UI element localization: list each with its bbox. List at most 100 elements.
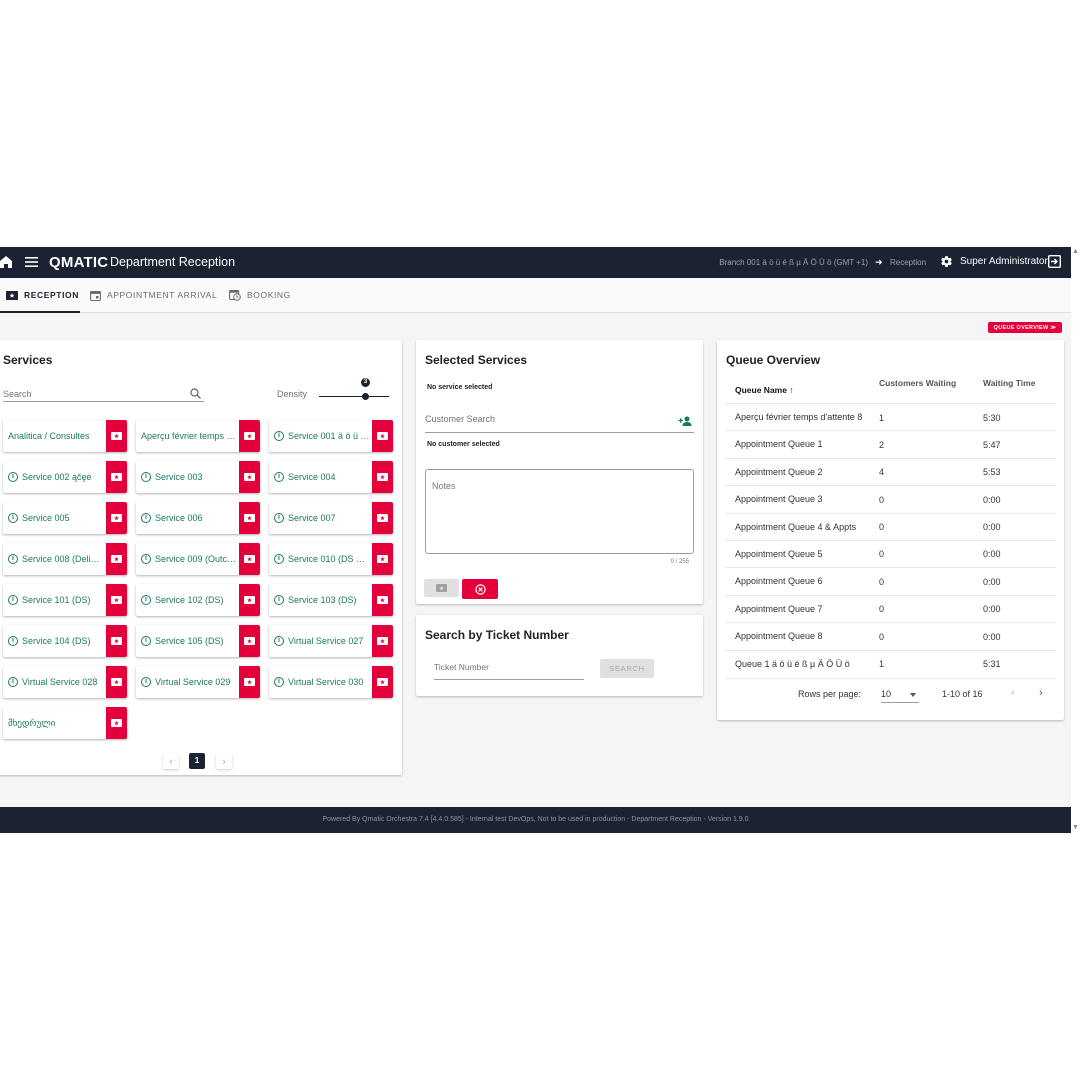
table-row[interactable]: Appointment Queue 7 0 0:00	[725, 594, 1056, 622]
tab-reception[interactable]: RECEPTION	[0, 278, 80, 313]
create-ticket-button[interactable]	[106, 461, 127, 493]
column-header-queue-name[interactable]: Queue Name ↑	[735, 385, 794, 395]
info-icon[interactable]: i	[141, 472, 151, 482]
service-tile[interactable]: i Service 008 (Delivery)	[3, 543, 127, 575]
create-ticket-button[interactable]	[372, 584, 393, 616]
service-tile[interactable]: i Service 103 (DS)	[269, 584, 393, 616]
info-icon[interactable]: i	[141, 677, 151, 687]
create-ticket-button[interactable]	[239, 666, 260, 698]
create-ticket-button[interactable]	[372, 666, 393, 698]
scroll-down-icon[interactable]: ▼	[1072, 824, 1079, 831]
logout-icon[interactable]	[1048, 255, 1061, 268]
search-icon[interactable]	[190, 388, 201, 399]
service-tile-label[interactable]: i Service 101 (DS)	[8, 584, 104, 616]
info-icon[interactable]: i	[141, 554, 151, 564]
service-tile-label[interactable]: i Service 002 ąčęė	[8, 461, 104, 493]
column-header-waiting-time[interactable]: Waiting Time	[983, 378, 1036, 388]
create-ticket-button[interactable]	[106, 666, 127, 698]
info-icon[interactable]: i	[274, 513, 284, 523]
service-tile-label[interactable]: i Service 006	[141, 502, 237, 534]
service-tile[interactable]: i Service 005	[3, 502, 127, 534]
info-icon[interactable]: i	[8, 595, 18, 605]
service-tile-label[interactable]: i Service 001 ä ö ü é ß	[274, 420, 370, 452]
service-tile-label[interactable]: i Service 103 (DS)	[274, 584, 370, 616]
services-search-input[interactable]: Search	[3, 385, 204, 402]
service-tile-label[interactable]: i Service 008 (Delivery)	[8, 543, 104, 575]
notes-textarea[interactable]: Notes	[425, 469, 694, 554]
info-icon[interactable]: i	[8, 513, 18, 523]
create-ticket-button[interactable]	[372, 461, 393, 493]
service-tile[interactable]: i Service 006	[136, 502, 260, 534]
service-tile[interactable]: i Service 101 (DS)	[3, 584, 127, 616]
create-ticket-button[interactable]	[106, 502, 127, 534]
queue-prev-page-button[interactable]: ‹	[1011, 687, 1015, 699]
table-row[interactable]: Appointment Queue 1 2 5:47	[725, 430, 1056, 457]
workstation-label[interactable]: Reception	[890, 258, 927, 267]
create-ticket-button[interactable]	[106, 543, 127, 575]
info-icon[interactable]: i	[141, 595, 151, 605]
add-customer-icon[interactable]	[678, 416, 692, 426]
service-tile[interactable]: i Virtual Service 028	[3, 666, 127, 698]
info-icon[interactable]: i	[141, 513, 151, 523]
info-icon[interactable]: i	[8, 677, 18, 687]
service-tile[interactable]: i Service 102 (DS)	[136, 584, 260, 616]
table-row[interactable]: Appointment Queue 6 0 0:00	[725, 567, 1056, 594]
create-ticket-button[interactable]	[372, 543, 393, 575]
service-tile[interactable]: მხედრული	[3, 707, 127, 739]
column-header-customers-waiting[interactable]: Customers Waiting	[879, 378, 957, 388]
create-ticket-button[interactable]	[106, 420, 127, 452]
table-row[interactable]: Appointment Queue 5 0 0:00	[725, 539, 1056, 567]
service-tile-label[interactable]: i Service 007	[274, 502, 370, 534]
service-tile[interactable]: i Service 009 (Outcome)	[136, 543, 260, 575]
service-tile[interactable]: i Service 002 ąčęė	[3, 461, 127, 493]
service-tile[interactable]: i Service 104 (DS)	[3, 625, 127, 657]
queue-overview-button[interactable]: QUEUE OVERVIEW ≫	[988, 322, 1062, 333]
info-icon[interactable]: i	[8, 554, 18, 564]
service-tile-label[interactable]: i Service 105 (DS)	[141, 625, 237, 657]
density-slider-thumb[interactable]	[362, 393, 369, 400]
menu-icon[interactable]	[25, 256, 38, 268]
service-tile[interactable]: i Service 007	[269, 502, 393, 534]
create-ticket-button[interactable]	[372, 502, 393, 534]
service-tile-label[interactable]: i Virtual Service 028	[8, 666, 104, 698]
service-tile-label[interactable]: i Service 010 (DS + Outcome)	[274, 543, 370, 575]
table-row[interactable]: Aperçu février temps d'attente 8 1 5:30	[725, 403, 1056, 430]
service-tile[interactable]: i Service 004	[269, 461, 393, 493]
service-tile[interactable]: i Virtual Service 029	[136, 666, 260, 698]
info-icon[interactable]: i	[274, 554, 284, 564]
create-ticket-button[interactable]	[106, 707, 127, 739]
info-icon[interactable]: i	[274, 595, 284, 605]
service-tile[interactable]: i Service 105 (DS)	[136, 625, 260, 657]
service-tile-label[interactable]: i Service 104 (DS)	[8, 625, 104, 657]
create-ticket-button[interactable]	[106, 625, 127, 657]
service-tile-label[interactable]: i Service 003	[141, 461, 237, 493]
create-ticket-button[interactable]	[372, 625, 393, 657]
branch-selector[interactable]: Branch 001 ä ö ü é ß µ Ä Ö Ü ö (GMT +1)	[719, 258, 868, 267]
info-icon[interactable]: i	[274, 472, 284, 482]
create-ticket-button[interactable]	[239, 461, 260, 493]
service-tile-label[interactable]: Aperçu février temps d'attente	[141, 420, 237, 452]
rows-per-page-select[interactable]: 10	[881, 689, 919, 703]
service-tile[interactable]: i Virtual Service 027	[269, 625, 393, 657]
service-tile-label[interactable]: i Service 005	[8, 502, 104, 534]
table-row[interactable]: Appointment Queue 3 0 0:00	[725, 485, 1056, 512]
create-ticket-button[interactable]	[372, 420, 393, 452]
gear-icon[interactable]	[940, 255, 953, 268]
table-row[interactable]: Queue 1 ä ö ü é ß µ Ä Ö Ü ö 1 5:31	[725, 649, 1056, 677]
table-row[interactable]: Appointment Queue 2 4 5:53	[725, 457, 1056, 485]
service-tile-label[interactable]: i Service 004	[274, 461, 370, 493]
services-prev-page-button[interactable]: ‹	[163, 753, 179, 769]
service-tile-label[interactable]: i Virtual Service 029	[141, 666, 237, 698]
info-icon[interactable]: i	[274, 636, 284, 646]
service-tile[interactable]: i Virtual Service 030	[269, 666, 393, 698]
create-ticket-button[interactable]	[239, 584, 260, 616]
create-ticket-button[interactable]	[239, 502, 260, 534]
service-tile-label[interactable]: i Virtual Service 030	[274, 666, 370, 698]
user-name[interactable]: Super Administrator	[960, 256, 1048, 267]
table-row[interactable]: Appointment Queue 8 0 0:00	[725, 622, 1056, 649]
density-slider-track[interactable]	[319, 396, 389, 397]
info-icon[interactable]: i	[8, 636, 18, 646]
ticket-number-input[interactable]: Ticket Number	[434, 662, 584, 680]
scroll-up-icon[interactable]: ▲	[1072, 248, 1079, 255]
service-tile-label[interactable]: მხედრული	[8, 707, 104, 739]
